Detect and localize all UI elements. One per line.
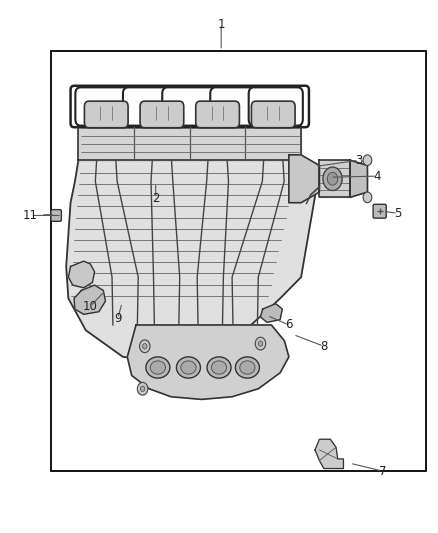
Ellipse shape (146, 357, 170, 378)
Text: 1: 1 (217, 18, 225, 30)
Text: 2: 2 (152, 192, 159, 205)
FancyBboxPatch shape (140, 101, 184, 128)
Polygon shape (315, 439, 343, 469)
Text: 4: 4 (373, 169, 381, 183)
FancyBboxPatch shape (75, 87, 130, 126)
Text: 6: 6 (285, 319, 293, 332)
Polygon shape (289, 155, 319, 203)
FancyBboxPatch shape (51, 209, 61, 221)
Text: 7: 7 (379, 465, 386, 478)
Polygon shape (66, 160, 319, 362)
Ellipse shape (150, 361, 166, 374)
Ellipse shape (240, 361, 255, 374)
FancyBboxPatch shape (373, 204, 386, 218)
Text: 5: 5 (394, 207, 402, 220)
Polygon shape (78, 120, 301, 160)
Text: 8: 8 (320, 340, 328, 353)
FancyBboxPatch shape (85, 101, 128, 128)
Polygon shape (319, 160, 350, 197)
Circle shape (140, 340, 150, 353)
Ellipse shape (212, 361, 226, 374)
Polygon shape (350, 160, 367, 197)
Text: 11: 11 (23, 209, 38, 222)
FancyBboxPatch shape (123, 87, 168, 126)
FancyBboxPatch shape (162, 87, 216, 126)
Polygon shape (68, 261, 95, 288)
Circle shape (363, 155, 372, 165)
FancyBboxPatch shape (249, 87, 303, 126)
FancyBboxPatch shape (251, 101, 295, 128)
Text: 9: 9 (114, 312, 121, 325)
Ellipse shape (177, 357, 201, 378)
Text: 3: 3 (355, 154, 362, 167)
Text: 10: 10 (83, 300, 98, 313)
Circle shape (258, 341, 263, 346)
Circle shape (327, 172, 338, 185)
Circle shape (141, 386, 145, 391)
Polygon shape (74, 285, 106, 314)
Bar (51, 51, 426, 471)
Polygon shape (261, 304, 283, 322)
FancyBboxPatch shape (71, 86, 309, 127)
Circle shape (143, 344, 147, 349)
Ellipse shape (181, 361, 196, 374)
Ellipse shape (235, 357, 259, 378)
FancyBboxPatch shape (196, 101, 240, 128)
Circle shape (323, 167, 342, 190)
Circle shape (255, 337, 266, 350)
Polygon shape (127, 325, 289, 399)
Circle shape (363, 192, 372, 203)
Circle shape (138, 382, 148, 395)
FancyBboxPatch shape (210, 87, 256, 126)
Ellipse shape (207, 357, 231, 378)
